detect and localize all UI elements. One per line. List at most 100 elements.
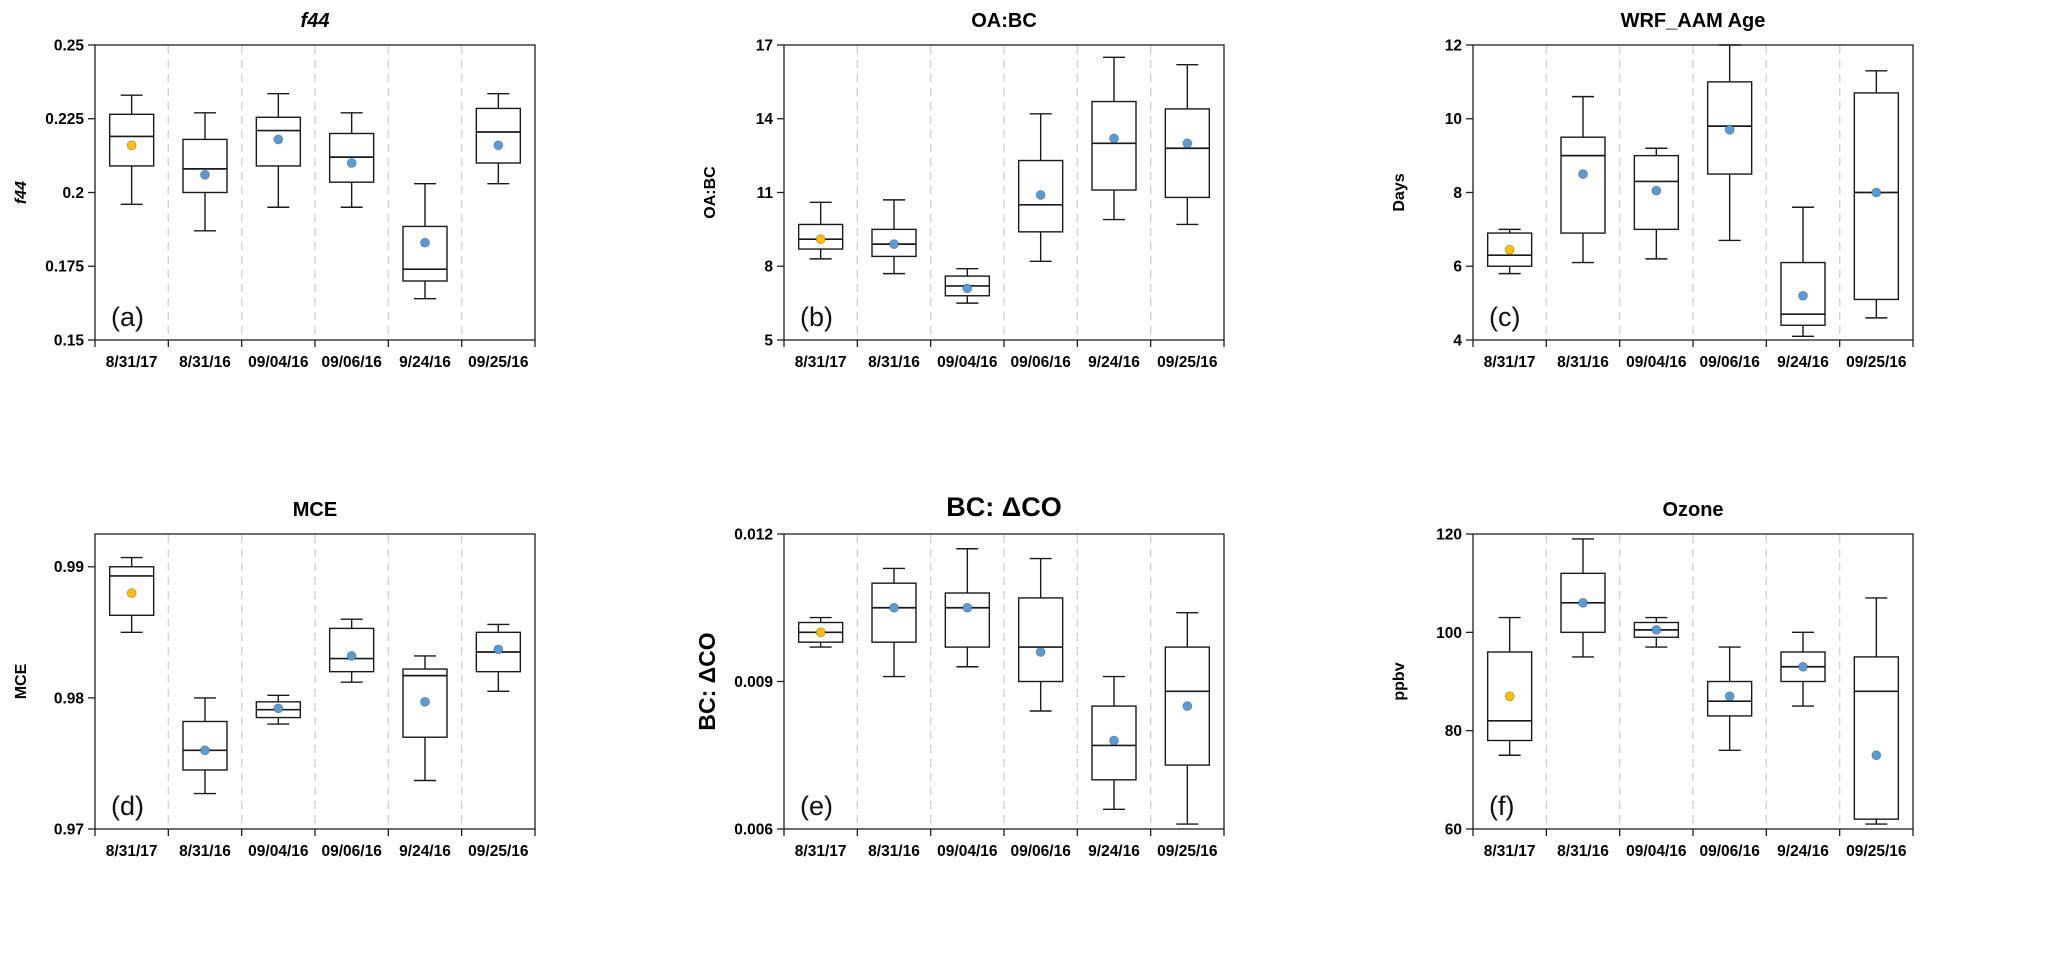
x-category-label: 09/25/16 xyxy=(1157,354,1218,371)
box-whisker-09-25-16 xyxy=(475,623,522,693)
box-whisker-8-31-17 xyxy=(1486,228,1533,275)
x-category-label: 8/31/17 xyxy=(106,354,158,371)
iqr-box xyxy=(1164,108,1211,199)
mean-dot xyxy=(1578,169,1588,179)
iqr-box xyxy=(475,107,522,164)
box-whisker-09-25-16 xyxy=(1164,611,1211,825)
mean-dot xyxy=(1871,750,1882,761)
mean-dot xyxy=(346,651,357,661)
y-tick-label: 0.175 xyxy=(45,259,84,276)
mean-dot xyxy=(200,745,210,756)
y-tick-label: 60 xyxy=(1445,821,1462,838)
x-category-label: 8/31/16 xyxy=(1557,354,1609,371)
x-category-label: 8/31/17 xyxy=(1484,843,1536,860)
iqr-box xyxy=(1486,232,1533,267)
mean-dot xyxy=(1504,691,1515,702)
mean-dot xyxy=(1035,647,1046,657)
panel-title: WRF_AAM Age xyxy=(1621,10,1766,32)
mean-dot xyxy=(1182,701,1193,711)
box-whisker-09-04-16 xyxy=(1633,147,1680,260)
panel-wrf-aam-age: 4 6 8 10 12 8/31/17 8/31/16 09/04/16 09/06/16 9/2… xyxy=(1378,0,2067,489)
iqr-box xyxy=(1560,136,1606,234)
mean-dot xyxy=(273,134,284,145)
y-axis-label: Days xyxy=(1391,173,1408,211)
x-category-label: 8/31/17 xyxy=(795,354,847,371)
y-tick-label: 11 xyxy=(757,185,774,202)
mean-dot xyxy=(1651,624,1662,635)
box-whisker-8-31-16 xyxy=(182,697,228,795)
x-category-label: 8/31/16 xyxy=(179,843,231,860)
box-whisker-09-04-16 xyxy=(255,92,302,208)
mean-dot xyxy=(273,703,284,714)
x-category-label: 8/31/17 xyxy=(106,843,158,860)
box-whisker-09-25-16 xyxy=(1164,63,1211,226)
x-category-label: 8/31/16 xyxy=(868,843,920,860)
x-category-label: 09/25/16 xyxy=(1846,354,1907,371)
box-whisker-8-31-16 xyxy=(1560,538,1606,658)
mean-dot xyxy=(420,237,430,248)
y-axis-label: OA:BC xyxy=(702,166,719,219)
iqr-box xyxy=(1853,656,1900,820)
iqr-box xyxy=(182,138,228,194)
box-whisker-09-06-16 xyxy=(328,112,375,208)
iqr-box xyxy=(328,627,375,673)
x-category-label: 8/31/16 xyxy=(179,354,231,371)
panel-mce: 0.97 0.98 0.99 8/31/17 8/31/16 09/04/16 09/06/… xyxy=(0,489,689,978)
iqr-box xyxy=(944,592,991,648)
y-axis-label: ppbv xyxy=(1391,662,1408,700)
x-category-label: 8/31/16 xyxy=(868,354,920,371)
y-tick-label: 10 xyxy=(1445,111,1462,128)
panel-title: BC: ΔCO xyxy=(946,492,1061,522)
box-whisker-09-25-16 xyxy=(1853,70,1900,319)
y-axis-label: BC: ΔCO xyxy=(694,632,720,730)
y-tick-label: 5 xyxy=(764,332,773,349)
y-tick-label: 0.006 xyxy=(734,821,773,838)
mean-dot xyxy=(1578,597,1588,608)
panel-letter: (d) xyxy=(111,791,144,821)
mean-dot xyxy=(1798,661,1808,672)
x-category-label: 09/04/16 xyxy=(1626,354,1687,371)
box-whisker-8-31-16 xyxy=(1560,95,1606,264)
mean-dot xyxy=(493,140,504,151)
mean-dot xyxy=(493,644,504,655)
mean-dot xyxy=(815,627,826,638)
mean-dot xyxy=(1871,187,1882,198)
box-whisker-9-24-16 xyxy=(1091,675,1137,811)
y-tick-label: 8 xyxy=(1453,185,1462,202)
x-category-label: 09/06/16 xyxy=(1010,843,1071,860)
x-category-label: 09/06/16 xyxy=(321,843,382,860)
x-category-label: 09/06/16 xyxy=(1699,843,1760,860)
box-whisker-09-04-16 xyxy=(944,268,991,304)
mean-dot xyxy=(346,158,357,168)
x-category-label: 09/04/16 xyxy=(248,843,309,860)
y-tick-label: 100 xyxy=(1436,625,1462,642)
mean-dot xyxy=(420,696,430,707)
x-category-label: 9/24/16 xyxy=(1777,354,1829,371)
panel-wrf-aam-age-plot: 4 6 8 10 12 8/31/17 8/31/16 09/04/16 09/06/16 9/2… xyxy=(1391,10,1914,371)
iqr-box xyxy=(182,720,228,771)
panel-letter: (e) xyxy=(800,791,833,821)
x-category-label: 09/25/16 xyxy=(1157,843,1218,860)
mean-dot xyxy=(889,602,899,613)
panel-ozone-plot: 60 80 100 120 8/31/17 8/31/16 09/04/16 09/06/16… xyxy=(1391,499,1914,860)
mean-dot xyxy=(1504,244,1515,255)
y-tick-label: 0.99 xyxy=(54,559,85,576)
mean-dot xyxy=(962,602,973,613)
mean-dot xyxy=(1182,138,1193,149)
iqr-box xyxy=(1091,100,1137,191)
y-axis-label: MCE xyxy=(13,663,30,699)
box-whisker-8-31-17 xyxy=(797,201,844,260)
box-whisker-09-04-16 xyxy=(944,548,991,668)
y-tick-label: 6 xyxy=(1453,259,1462,276)
box-whisker-9-24-16 xyxy=(1780,631,1826,707)
x-category-label: 09/25/16 xyxy=(468,354,529,371)
box-whisker-9-24-16 xyxy=(402,182,448,300)
y-tick-label: 14 xyxy=(756,111,774,128)
box-whisker-9-24-16 xyxy=(402,655,448,782)
box-whisker-09-25-16 xyxy=(475,92,522,185)
x-category-label: 9/24/16 xyxy=(399,843,451,860)
box-whisker-8-31-17 xyxy=(797,616,844,648)
x-category-label: 09/04/16 xyxy=(937,843,998,860)
x-category-label: 9/24/16 xyxy=(1088,354,1140,371)
